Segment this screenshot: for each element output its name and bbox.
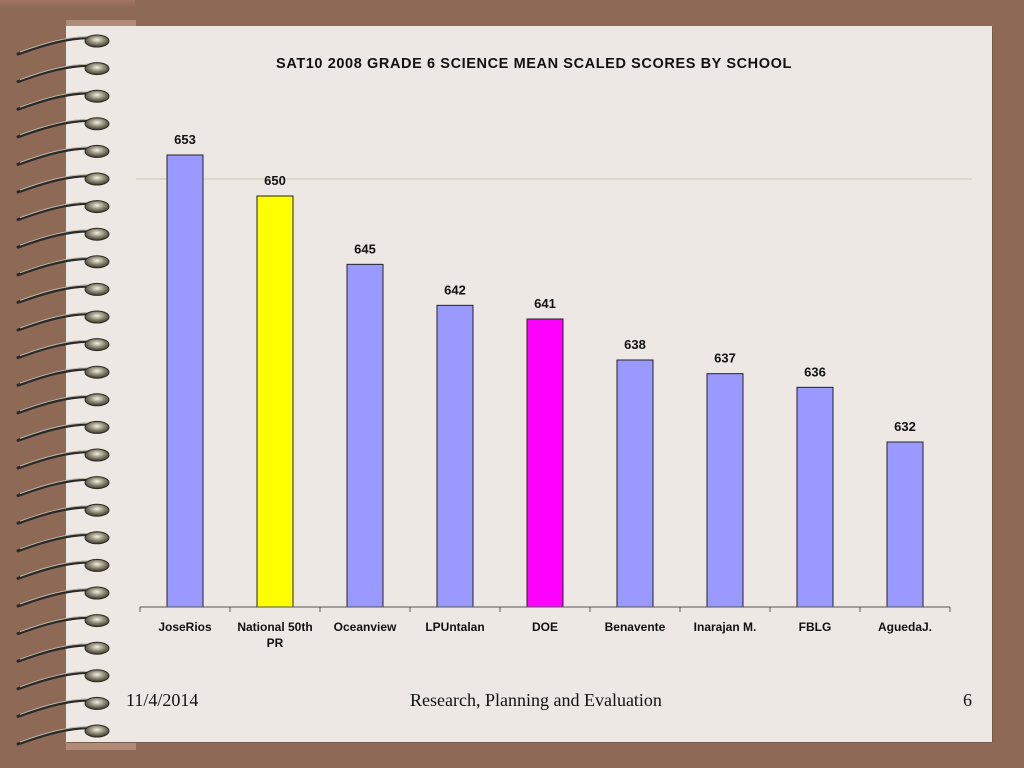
bar-7 [706,373,744,608]
footer-date: 11/4/2014 [126,690,199,710]
spiral-ring-icon [16,724,110,746]
data-label-7: 637 [714,351,736,366]
bar-4 [436,304,474,608]
spiral-ring-icon [16,89,110,111]
data-label-2: 650 [264,173,286,188]
spiral-ring-icon [16,62,110,84]
x-tick-label-1: JoseRios [158,620,212,634]
bar-9 [886,441,924,608]
x-tick-label-2: National 50th PR [237,620,312,650]
spiral-ring-icon [16,338,110,360]
x-tick-label-5: DOE [532,620,558,634]
bar-5 [526,318,564,608]
spiral-ring-icon [16,476,110,498]
spiral-ring-icon [16,393,110,415]
data-label-3: 645 [354,241,376,256]
bars-group: 653 650 645 642 641 638 637 636 632 [166,132,924,608]
bar-3 [346,263,384,608]
spiral-ring-icon [16,227,110,249]
spiral-ring-icon [16,117,110,139]
spiral-ring-icon [16,34,110,56]
x-tick-label-7: Inarajan M. [694,620,757,634]
spiral-binding-icon [16,34,110,746]
spiral-ring-icon [16,172,110,194]
spiral-ring-icon [16,558,110,580]
spiral-ring-icon [16,365,110,387]
spiral-ring-icon [16,310,110,332]
spiral-ring-icon [16,503,110,525]
bar-2 [256,195,294,608]
bar-1 [166,154,204,608]
data-label-1: 653 [174,132,196,147]
spiral-ring-icon [16,448,110,470]
page-number: 6 [963,690,972,710]
data-label-4: 642 [444,282,466,297]
spiral-ring-icon [16,282,110,304]
footer-title: Research, Planning and Evaluation [410,690,662,710]
bar-8 [796,386,834,608]
spiral-ring-icon [16,641,110,663]
spiral-ring-icon [16,255,110,277]
spiral-ring-icon [16,614,110,636]
data-label-6: 638 [624,337,646,352]
data-label-8: 636 [804,364,826,379]
chart-title: SAT10 2008 GRADE 6 SCIENCE MEAN SCALED S… [276,56,792,72]
spiral-ring-icon [16,531,110,553]
data-label-9: 632 [894,419,916,434]
spiral-ring-icon [16,420,110,442]
x-tick-label-9: AguedaJ. [878,620,932,634]
bar-6 [616,359,654,608]
spiral-ring-icon [16,586,110,608]
bar-chart: SAT10 2008 GRADE 6 SCIENCE MEAN SCALED S… [136,56,972,650]
spiral-ring-icon [16,669,110,691]
spiral-ring-icon [16,200,110,222]
x-tick-label-3: Oceanview [334,620,397,634]
x-ticks: JoseRios National 50th PR Oceanview LPUntala… [139,607,951,650]
spiral-ring-icon [16,696,110,718]
x-tick-label-4: LPUntalan [425,620,484,634]
x-tick-label-8: FBLG [799,620,832,634]
x-tick-label-6: Benavente [605,620,666,634]
data-label-5: 641 [534,296,556,311]
spiral-ring-icon [16,144,110,166]
